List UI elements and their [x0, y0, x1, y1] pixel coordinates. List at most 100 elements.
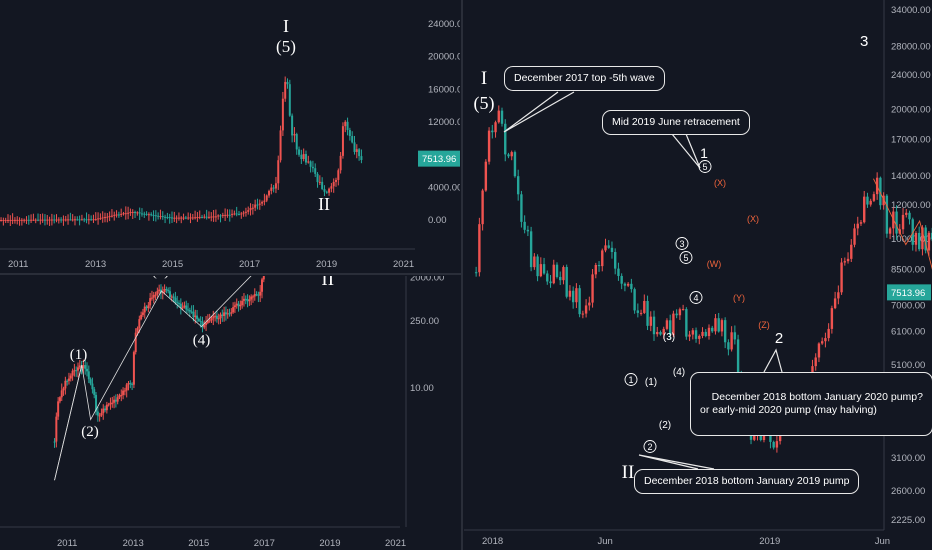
log-candle — [150, 297, 153, 299]
zoom-candle — [817, 343, 821, 358]
zoom-candle — [882, 195, 885, 206]
log-candle — [179, 303, 182, 308]
callout-dec-2018-bottom[interactable]: December 2018 bottom January 2019 pump — [634, 469, 860, 494]
zoom-candle — [698, 335, 701, 339]
linear-candle — [293, 134, 296, 136]
log-candle — [87, 371, 90, 380]
linear-candle — [152, 214, 155, 216]
linear-candle — [122, 213, 125, 215]
linear-candle — [217, 215, 220, 217]
wave-label: (2) — [81, 424, 99, 440]
zoom-candle — [714, 318, 717, 332]
chart-linear-svg: 0.004000.008000.0012000.0016000.0020000.… — [0, 16, 460, 270]
log-candle — [62, 388, 65, 391]
log-candle — [136, 328, 139, 333]
linear-candle — [145, 213, 148, 215]
linear-candle — [48, 219, 51, 221]
y-tick-label: 10000.00 — [891, 234, 931, 245]
y-tick-label: 34000.00 — [891, 5, 931, 16]
linear-candle — [212, 216, 215, 218]
chart-pane-log[interactable]: 10.00250.002000.0030000.00350000.0020112… — [0, 276, 460, 550]
zoom-candle — [539, 264, 543, 277]
linear-candle — [85, 219, 88, 221]
linear-candle — [55, 219, 58, 221]
chart-pane-linear[interactable]: 0.004000.008000.0012000.0016000.0020000.… — [0, 0, 460, 272]
linear-candle — [37, 219, 40, 221]
callout-mid-2019-retracement[interactable]: Mid 2019 June retracement — [602, 110, 750, 135]
x-tick-label: 2021 — [393, 259, 414, 270]
linear-candle — [274, 183, 277, 189]
linear-candle — [307, 161, 310, 163]
log-candle — [203, 325, 206, 328]
zoom-candle — [478, 224, 481, 273]
pane-divider-vertical[interactable] — [461, 0, 463, 550]
wave-label-circle — [675, 237, 689, 250]
linear-candle — [34, 219, 37, 221]
linear-candle — [120, 213, 123, 215]
linear-candle — [256, 204, 259, 206]
linear-candle — [80, 219, 83, 221]
log-candle — [190, 311, 193, 313]
wave-label: (3) — [152, 276, 170, 280]
linear-candle — [244, 211, 247, 213]
zoom-candle — [610, 247, 614, 252]
log-candle — [167, 290, 170, 292]
linear-candle — [214, 216, 217, 218]
linear-candle — [231, 213, 234, 215]
log-candle — [143, 306, 146, 313]
y-tick-label: 0.00 — [428, 215, 447, 226]
log-candle — [219, 314, 222, 319]
zoom-candle — [879, 177, 882, 206]
linear-candle — [355, 149, 358, 152]
x-tick-label: 2019 — [319, 538, 340, 549]
linear-candle — [261, 201, 264, 204]
linear-candle — [321, 181, 324, 190]
log-candle — [84, 365, 87, 369]
log-candle — [224, 312, 227, 315]
log-candle — [131, 383, 134, 385]
zoom-candle — [565, 267, 568, 297]
callout-2020-pump[interactable]: December 2018 bottom January 2020 pump? … — [690, 372, 932, 436]
linear-candle — [13, 219, 16, 221]
zoom-candle — [840, 262, 843, 293]
linear-candle — [97, 218, 100, 220]
zoom-candle — [571, 290, 575, 303]
linear-candle — [237, 213, 240, 215]
linear-candle — [73, 219, 76, 221]
zoom-candle — [620, 275, 623, 284]
zoom-candle — [623, 283, 627, 286]
zoom-candle — [917, 232, 921, 250]
linear-candle — [242, 212, 245, 214]
linear-candle — [4, 219, 7, 221]
linear-candle — [235, 213, 238, 215]
log-candle — [235, 303, 238, 306]
linear-candle — [196, 217, 199, 219]
linear-candle — [0, 219, 3, 221]
y-tick-label: 3100.00 — [891, 453, 925, 464]
zoom-candle — [520, 194, 523, 222]
linear-candle — [325, 191, 328, 193]
wave-label: 2 — [647, 442, 652, 452]
log-candle — [60, 390, 63, 398]
zoom-candle — [733, 332, 737, 340]
zoom-candle — [594, 265, 597, 275]
linear-candle — [284, 81, 287, 99]
linear-candle — [302, 154, 305, 160]
zoom-candle — [720, 320, 724, 332]
chart-pane-zoom[interactable]: 2225.002600.003100.003700.004300.005100.… — [464, 0, 932, 550]
linear-candle — [337, 170, 340, 180]
zoom-candle — [665, 320, 669, 329]
log-candle — [120, 394, 123, 396]
log-candle — [165, 288, 168, 291]
callout-dec-2017-top[interactable]: December 2017 top -5th wave — [504, 66, 665, 91]
linear-candle — [20, 219, 23, 221]
linear-candle — [316, 173, 319, 183]
linear-candle — [180, 217, 183, 219]
zoom-candle — [717, 318, 720, 332]
linear-candle — [138, 212, 141, 214]
linear-candle — [11, 219, 14, 221]
wave-label-circle — [689, 291, 703, 304]
log-candle — [196, 315, 199, 319]
pane-divider-horizontal[interactable] — [0, 273, 461, 275]
log-candle — [199, 320, 202, 322]
